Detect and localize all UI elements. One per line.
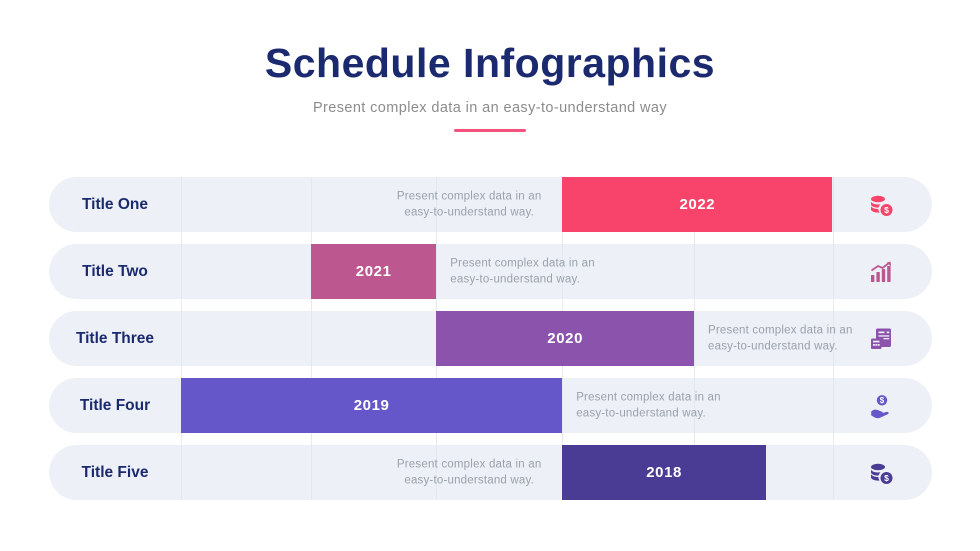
svg-text:$: $ <box>884 204 889 214</box>
year-label: 2022 <box>679 196 716 213</box>
timeline-row: Title Two 2021 Present complex data in a… <box>49 244 932 299</box>
row-description: Present complex data in an easy-to-under… <box>386 188 552 221</box>
row-background <box>49 445 932 500</box>
row-title: Title Five <box>81 464 149 481</box>
row-description: Present complex data in an easy-to-under… <box>386 456 552 489</box>
page-subtitle: Present complex data in an easy-to-under… <box>312 100 668 116</box>
description-line: easy-to-understand way. <box>404 206 535 219</box>
row-description: Present complex data in an easy-to-under… <box>450 255 616 288</box>
row-background <box>49 244 932 299</box>
year-bar: 2021 <box>311 244 437 299</box>
description-line: easy-to-understand way. <box>708 340 838 353</box>
gridline <box>181 177 182 500</box>
description-line: Present complex data in an <box>708 323 853 336</box>
timeline-row: Title Five 2018 Present complex data in … <box>49 445 932 500</box>
svg-text:$: $ <box>884 472 889 482</box>
coins-dollar-icon: $ <box>867 191 895 219</box>
timeline-row: Title Three 2020 Present complex data in… <box>49 311 932 366</box>
year-bar: 2022 <box>562 177 833 232</box>
year-bar: 2018 <box>562 445 766 500</box>
coins-dollar-icon: $ <box>867 459 895 487</box>
gridline <box>311 177 313 500</box>
description-line: Present complex data in an <box>450 256 595 269</box>
description-line: easy-to-understand way. <box>450 273 580 286</box>
row-description: Present complex data in an easy-to-under… <box>708 322 874 355</box>
svg-text:$: $ <box>880 396 885 405</box>
hand-coin-icon: $ <box>867 392 895 420</box>
year-bar: 2019 <box>181 378 563 433</box>
row-title: Title One <box>81 196 149 213</box>
description-line: Present complex data in an <box>396 189 542 202</box>
year-bar: 2020 <box>436 311 694 366</box>
year-label: 2021 <box>355 263 392 280</box>
description-line: Present complex data in an <box>576 390 721 403</box>
accent-underline <box>454 129 526 132</box>
year-label: 2020 <box>547 330 584 347</box>
slide-header: Schedule Infographics Present complex da… <box>0 0 980 132</box>
gridline <box>694 177 695 500</box>
row-title: Title Two <box>82 263 148 280</box>
row-description: Present complex data in an easy-to-under… <box>576 389 742 422</box>
description-line: easy-to-understand way. <box>576 407 706 420</box>
timeline-chart: Title One 2022 Present complex data in a… <box>49 177 932 500</box>
gridline <box>832 177 834 500</box>
description-line: Present complex data in an <box>396 457 542 470</box>
row-title: Title Three <box>75 330 155 347</box>
page-title: Schedule Infographics <box>264 40 716 86</box>
description-line: easy-to-understand way. <box>404 474 535 487</box>
timeline-row: Title Four 2019 Present complex data in … <box>49 378 932 433</box>
financial-report-icon <box>867 325 895 353</box>
growth-chart-icon <box>867 258 895 286</box>
year-label: 2019 <box>353 397 390 414</box>
row-title: Title Four <box>79 397 151 414</box>
timeline-row: Title One 2022 Present complex data in a… <box>49 177 932 232</box>
year-label: 2018 <box>646 464 682 481</box>
